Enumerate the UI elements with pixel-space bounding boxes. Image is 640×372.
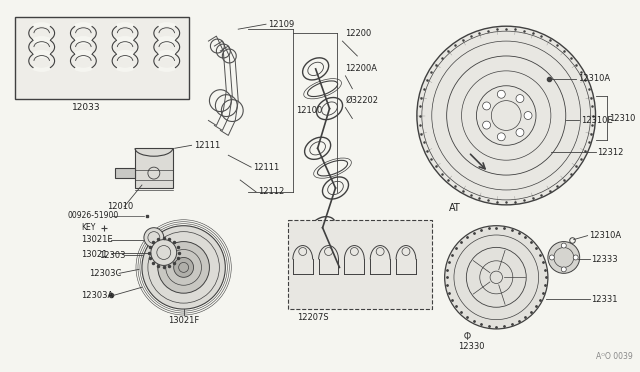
Circle shape: [516, 94, 524, 103]
Text: 00926-51900: 00926-51900: [67, 211, 119, 220]
Circle shape: [549, 255, 554, 260]
Text: 12331: 12331: [591, 295, 618, 304]
Circle shape: [561, 267, 566, 272]
Text: 12310E: 12310E: [580, 116, 612, 125]
Text: 12100: 12100: [296, 106, 322, 115]
Circle shape: [417, 26, 596, 205]
Circle shape: [445, 226, 548, 329]
Text: 12333: 12333: [591, 255, 618, 264]
Circle shape: [561, 243, 566, 248]
Bar: [288, 220, 432, 309]
Text: 12330: 12330: [458, 342, 484, 351]
Circle shape: [144, 228, 164, 247]
Circle shape: [497, 90, 505, 98]
Text: 12111: 12111: [195, 141, 221, 150]
Circle shape: [142, 226, 225, 309]
Text: 12207S: 12207S: [297, 312, 328, 321]
Text: 12312: 12312: [598, 148, 624, 157]
Text: KEY: KEY: [81, 223, 96, 232]
Text: 13021: 13021: [81, 250, 108, 259]
Text: 12310: 12310: [609, 114, 636, 123]
Bar: [15, 17, 189, 99]
Text: 12303: 12303: [99, 251, 125, 260]
Bar: [115, 168, 135, 178]
Circle shape: [516, 129, 524, 137]
Circle shape: [158, 241, 209, 293]
Circle shape: [151, 240, 177, 265]
Circle shape: [573, 255, 578, 260]
Circle shape: [548, 241, 580, 273]
Circle shape: [483, 102, 490, 110]
Bar: [135, 148, 173, 188]
Text: 12310A: 12310A: [589, 231, 621, 240]
Text: 12200A: 12200A: [346, 64, 378, 73]
Text: AT: AT: [449, 203, 460, 213]
Text: AᴼO 0039: AᴼO 0039: [596, 352, 632, 361]
Text: 12310A: 12310A: [578, 74, 610, 83]
Circle shape: [497, 133, 505, 141]
Text: 12010: 12010: [107, 202, 134, 211]
Text: 13021F: 13021F: [168, 317, 199, 326]
Text: 12303A: 12303A: [81, 291, 114, 300]
Text: 12303C: 12303C: [90, 269, 122, 278]
Text: 12033: 12033: [72, 103, 100, 112]
Text: 13021E: 13021E: [81, 235, 113, 244]
Circle shape: [483, 121, 490, 129]
Circle shape: [524, 112, 532, 119]
Text: 12109: 12109: [268, 20, 294, 29]
Text: 12112: 12112: [258, 187, 284, 196]
Text: Ø32202: Ø32202: [346, 96, 378, 105]
Text: 12200: 12200: [346, 29, 372, 38]
Circle shape: [173, 257, 193, 277]
Text: 12111: 12111: [253, 163, 279, 171]
